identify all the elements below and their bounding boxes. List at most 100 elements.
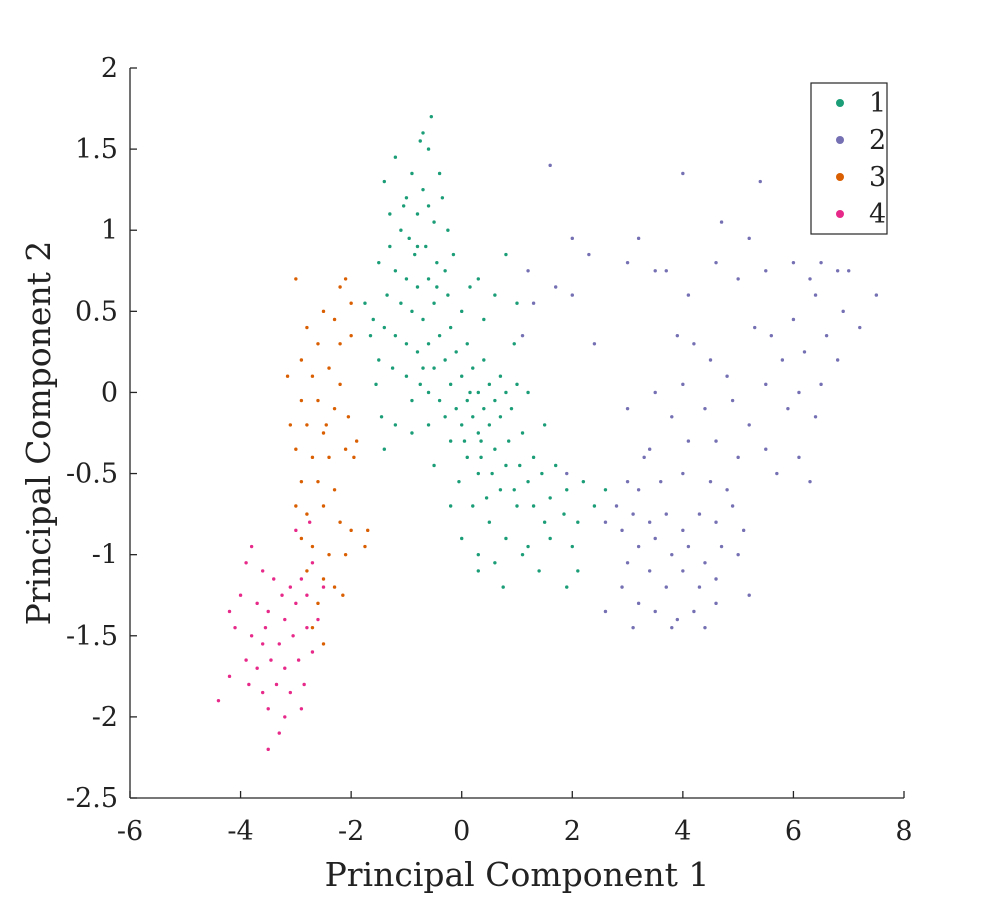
data-point	[440, 196, 445, 200]
legend-entry-label: 4	[869, 199, 886, 230]
data-point	[321, 642, 326, 646]
data-point	[730, 504, 735, 508]
data-point	[448, 439, 453, 443]
data-point	[581, 479, 586, 484]
data-point	[703, 406, 707, 411]
data-point	[636, 601, 641, 606]
data-point	[277, 731, 281, 735]
data-point	[305, 569, 309, 573]
data-point	[404, 196, 409, 200]
data-point	[576, 520, 580, 524]
data-point	[305, 325, 309, 330]
data-point	[460, 309, 464, 314]
data-point	[631, 625, 635, 630]
data-point	[272, 577, 276, 581]
data-point	[316, 617, 320, 622]
data-point	[299, 707, 304, 711]
data-point	[388, 212, 392, 216]
data-point	[448, 504, 453, 508]
data-point	[401, 204, 406, 208]
data-point	[664, 585, 668, 589]
data-point	[526, 269, 530, 273]
data-point	[244, 658, 248, 662]
data-point	[747, 236, 751, 241]
series-4	[216, 520, 326, 752]
data-point	[363, 544, 367, 549]
data-point	[324, 423, 328, 427]
data-point	[703, 561, 707, 565]
data-point	[484, 496, 489, 500]
data-point	[327, 552, 331, 557]
data-point	[476, 390, 480, 395]
data-point	[451, 252, 456, 257]
data-point	[526, 479, 530, 484]
data-point	[366, 528, 370, 533]
data-point	[321, 504, 326, 508]
data-point	[305, 593, 309, 597]
data-point	[310, 374, 315, 378]
data-point	[332, 488, 337, 492]
data-point	[482, 317, 486, 322]
data-point	[432, 301, 436, 305]
data-point	[686, 439, 691, 443]
data-point	[686, 544, 691, 549]
data-point	[399, 301, 403, 305]
data-point	[277, 642, 281, 646]
data-point	[653, 609, 657, 614]
data-point	[813, 415, 818, 419]
data-point	[310, 650, 315, 654]
data-point	[697, 585, 702, 589]
data-point	[260, 569, 265, 573]
data-point	[321, 431, 326, 435]
data-point	[321, 585, 326, 589]
data-point	[797, 390, 801, 395]
data-point	[426, 423, 431, 427]
data-point	[382, 325, 387, 330]
data-point	[769, 333, 774, 338]
data-point	[504, 536, 508, 541]
x-tick-label: 2	[564, 816, 581, 847]
data-point	[410, 171, 414, 176]
y-tick-label: -1	[92, 540, 118, 571]
x-tick-label: -4	[227, 816, 253, 847]
data-point	[393, 155, 398, 159]
data-point	[316, 398, 320, 403]
data-point	[413, 252, 417, 257]
data-point	[824, 333, 829, 338]
data-point	[479, 455, 483, 460]
data-point	[288, 423, 293, 427]
data-point	[659, 479, 663, 484]
data-point	[675, 333, 680, 338]
legend-box	[810, 82, 888, 235]
data-point	[338, 342, 342, 346]
data-point	[819, 260, 823, 265]
data-point	[260, 642, 265, 646]
data-point	[554, 463, 558, 468]
data-point	[562, 512, 566, 516]
data-point	[429, 114, 434, 119]
data-point	[548, 496, 552, 500]
data-point	[227, 609, 232, 614]
data-point	[249, 544, 254, 549]
data-point	[565, 488, 569, 492]
data-point	[664, 269, 668, 273]
data-point	[388, 244, 392, 249]
data-point	[352, 455, 356, 460]
data-point	[316, 342, 320, 346]
data-point	[332, 585, 337, 589]
y-tick-label: -0.5	[66, 459, 118, 490]
data-point	[764, 447, 768, 451]
data-point	[753, 325, 757, 330]
data-point	[421, 366, 425, 370]
data-point	[476, 569, 480, 573]
data-point	[294, 447, 298, 451]
data-point	[249, 634, 254, 638]
data-point	[636, 488, 641, 492]
axes: -6 -4 -2 0 2 4 6 8 2 1.5 1 0.5 0 -0.5 -1 -1.5 -2 -2.5 Prin…	[19, 53, 913, 894]
data-point	[490, 471, 494, 476]
data-point	[435, 260, 439, 265]
data-point	[835, 358, 840, 362]
data-point	[565, 585, 569, 589]
data-point	[692, 609, 696, 614]
data-point	[426, 390, 431, 395]
